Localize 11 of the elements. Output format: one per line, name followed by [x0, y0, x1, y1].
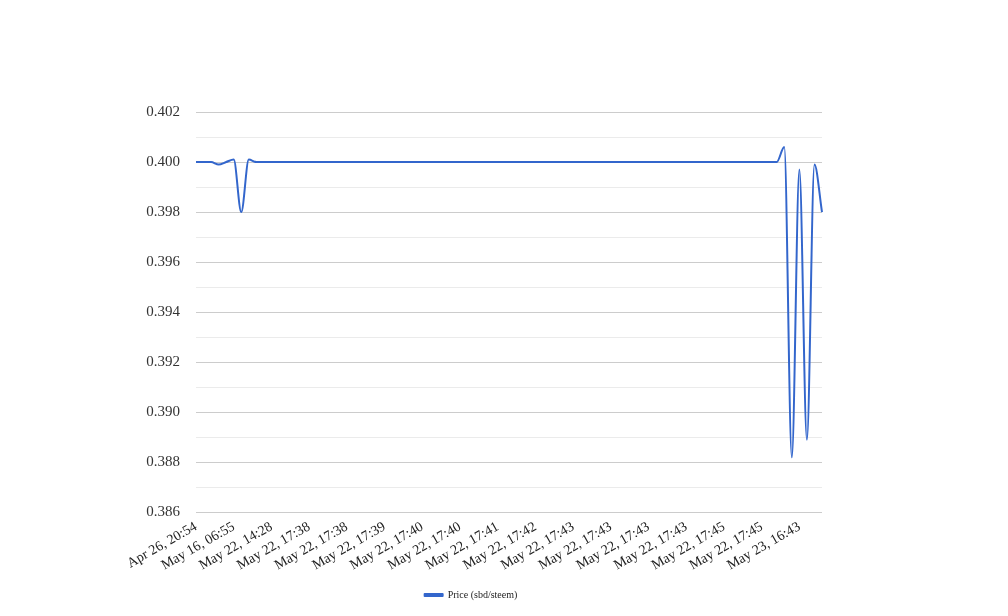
y-tick-label: 0.402 [146, 102, 180, 119]
y-tick-label: 0.396 [146, 253, 181, 270]
y-tick-label: 0.388 [146, 453, 180, 470]
y-tick-label: 0.398 [146, 203, 180, 220]
y-tick-label: 0.386 [146, 503, 181, 520]
y-tick-label: 0.400 [146, 152, 180, 169]
y-tick-label: 0.390 [146, 403, 180, 420]
y-tick-label: 0.392 [146, 353, 180, 370]
line-series [195, 146, 823, 459]
y-tick-label: 0.394 [146, 303, 181, 320]
legend-label: Price (sbd/steem) [447, 588, 518, 601]
